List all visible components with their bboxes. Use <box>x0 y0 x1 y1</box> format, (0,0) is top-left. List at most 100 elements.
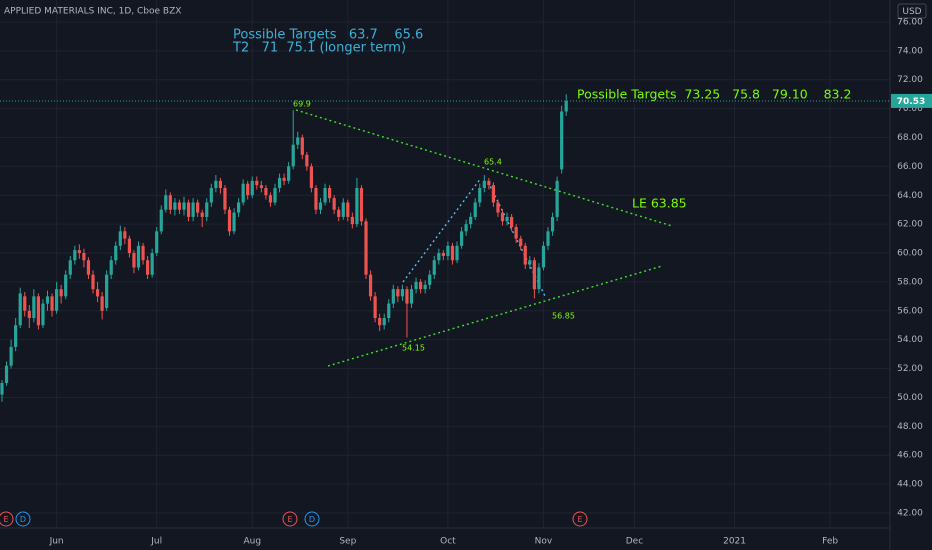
candle-body <box>4 365 9 384</box>
candle-body <box>428 274 432 285</box>
x-tick-label: Sep <box>339 537 356 547</box>
event-marker <box>15 511 31 527</box>
candle-body <box>109 260 113 275</box>
candle-body <box>432 260 436 275</box>
candle-body <box>14 325 18 347</box>
candle-body <box>378 318 382 326</box>
candle-body <box>405 289 409 304</box>
candle-body <box>141 245 145 261</box>
candle-body <box>164 195 168 210</box>
candle-body <box>564 100 568 112</box>
currency-box <box>897 3 927 19</box>
candle-body <box>200 212 204 217</box>
candle-body <box>59 289 63 297</box>
candle-body <box>423 284 427 290</box>
candle-body <box>41 303 45 326</box>
candle-body <box>446 245 450 256</box>
x-tick-label: Jul <box>150 537 162 547</box>
candle-body <box>305 154 309 167</box>
candle-body <box>73 250 77 261</box>
candle-body <box>182 202 186 210</box>
candle-body <box>537 267 541 290</box>
candle-body <box>368 274 373 297</box>
candle-body <box>500 212 505 222</box>
candle-body <box>482 180 486 189</box>
candle-body <box>341 202 345 217</box>
candle-body <box>214 180 218 189</box>
event-label: D <box>309 515 315 524</box>
y-tick-label: 48.00 <box>897 422 923 432</box>
candle-body <box>510 216 514 228</box>
candle-body <box>95 289 100 297</box>
candle-body <box>23 296 27 311</box>
candle-body <box>496 202 500 213</box>
x-tick-label: 2021 <box>723 537 746 547</box>
candle-body <box>100 296 104 311</box>
annotation: 69.9 <box>293 100 311 109</box>
candle-body <box>105 274 109 308</box>
candle-body <box>191 202 195 217</box>
candle-body <box>550 216 555 232</box>
candle-body <box>350 216 354 225</box>
annotation: Possible Targets 73.25 75.8 79.10 83.2 <box>577 87 851 102</box>
y-tick-label: 56.00 <box>897 306 923 316</box>
candle-body <box>36 296 41 326</box>
trend-line <box>327 265 663 367</box>
candle-body <box>223 188 227 210</box>
y-tick-label: 54.00 <box>897 335 923 345</box>
annotation: 56.85 <box>552 312 575 321</box>
candle-body <box>459 231 464 246</box>
candle-body <box>91 274 95 290</box>
candle-body <box>82 253 86 261</box>
currency: USD <box>902 7 921 17</box>
candle-body <box>168 195 172 210</box>
candle-body <box>328 188 332 199</box>
candle-body <box>396 289 400 297</box>
candle-body <box>218 180 223 189</box>
event-label: E <box>577 515 582 524</box>
candle-body <box>9 346 13 366</box>
candle-body <box>359 188 364 222</box>
annotation: T2 71 75.1 (longer term) <box>232 41 406 56</box>
candle-body <box>273 188 277 203</box>
y-tick-label: 76.00 <box>897 17 923 27</box>
candle-body <box>414 281 418 290</box>
event-label: E <box>287 515 292 524</box>
x-tick-label: Dec <box>626 537 643 547</box>
y-tick-label: 72.00 <box>897 75 923 85</box>
candle-body <box>146 260 150 275</box>
candle-body <box>437 253 441 261</box>
candle-body <box>450 245 455 261</box>
candle-body <box>287 166 291 181</box>
x-tick-label: Aug <box>243 537 261 547</box>
candle-body <box>32 296 36 319</box>
candle-body <box>541 245 546 268</box>
y-tick-label: 42.00 <box>897 508 923 518</box>
annotation: 65.4 <box>484 158 502 167</box>
candle-body <box>209 188 213 203</box>
y-tick-label: 64.00 <box>897 191 923 201</box>
candle-body <box>282 177 286 181</box>
event-marker <box>0 511 14 527</box>
event-label: E <box>3 515 8 524</box>
candle-body <box>373 296 377 319</box>
x-tick-label: Nov <box>535 537 553 547</box>
last-price-label: 70.53 <box>897 97 925 107</box>
candle-body <box>478 188 482 203</box>
y-tick-label: 46.00 <box>897 451 923 461</box>
annotation: LE 63.85 <box>632 196 687 211</box>
event-marker <box>282 511 298 527</box>
candle-body <box>196 202 200 213</box>
grid <box>0 0 890 528</box>
candle-body <box>186 202 191 217</box>
candle-body <box>77 250 81 254</box>
candle-body <box>114 245 118 261</box>
candle-body <box>400 289 405 297</box>
candle-body <box>560 111 564 170</box>
candle-body <box>514 227 518 239</box>
candle-body <box>150 253 154 275</box>
candle-body <box>27 310 31 319</box>
candle-body <box>255 180 259 186</box>
candle-body <box>291 144 295 167</box>
